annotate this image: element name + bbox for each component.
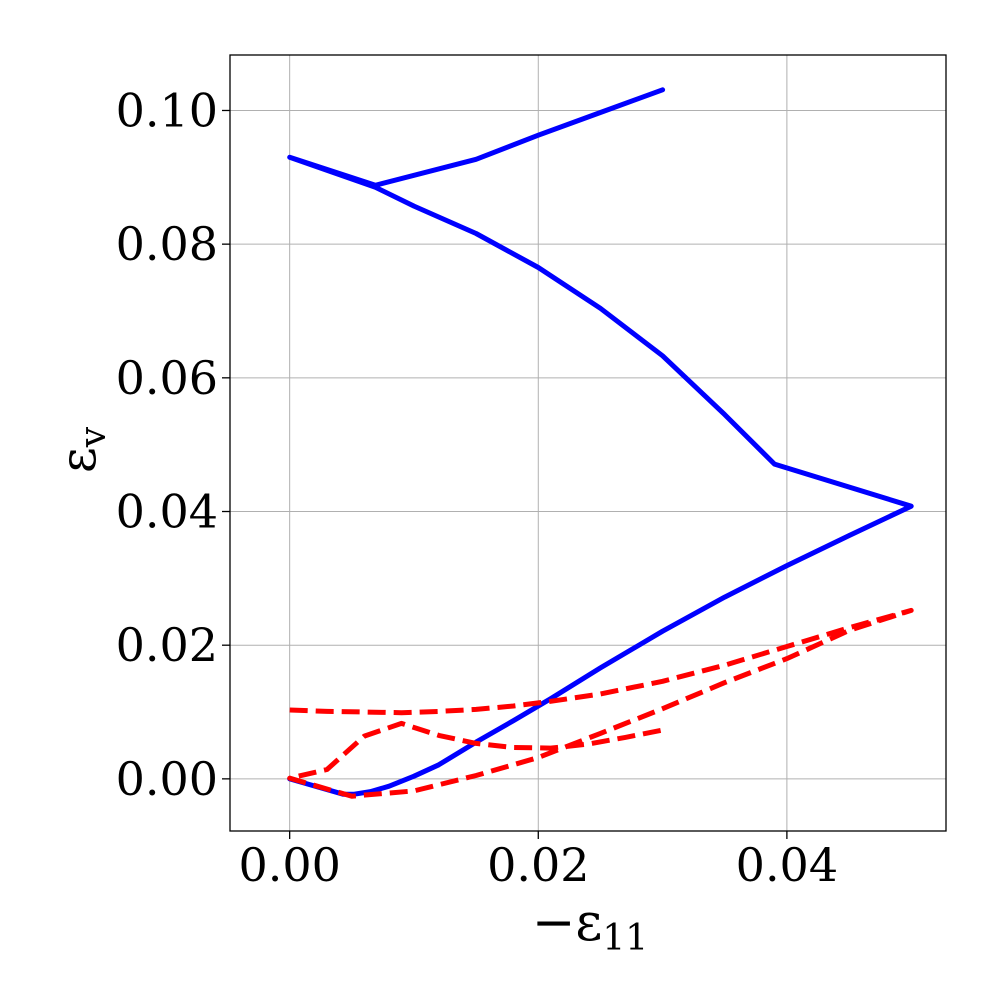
plot-frame [229,54,947,832]
x-tick-label: 0.00 [238,838,340,892]
y-axis-label-main: ε [49,447,107,473]
y-tick-label: 0.08 [116,217,218,271]
ticks: 0.00 0.02 0.04 0.00 0.02 0.04 0.06 0.08 0.10 [116,83,839,892]
y-axis-label-sub: v [73,426,114,448]
grid [230,55,946,831]
y-tick-label: 0.10 [116,83,218,137]
y-tick-label: 0.00 [116,752,218,806]
x-tick-label: 0.02 [487,838,589,892]
series-line-red-dashed [287,607,914,799]
series-group [287,87,914,799]
y-axis-label: εv [49,426,114,473]
x-axis-label-sub: 11 [602,918,648,959]
y-tick-label: 0.02 [116,618,218,672]
y-tick-label: 0.06 [116,351,218,405]
x-axis-label: −ε11 [532,893,648,959]
series-line-blue-solid [287,87,914,797]
y-tick-label: 0.04 [116,485,218,539]
x-axis-label-main: −ε [532,893,603,953]
x-tick-label: 0.04 [736,838,838,892]
